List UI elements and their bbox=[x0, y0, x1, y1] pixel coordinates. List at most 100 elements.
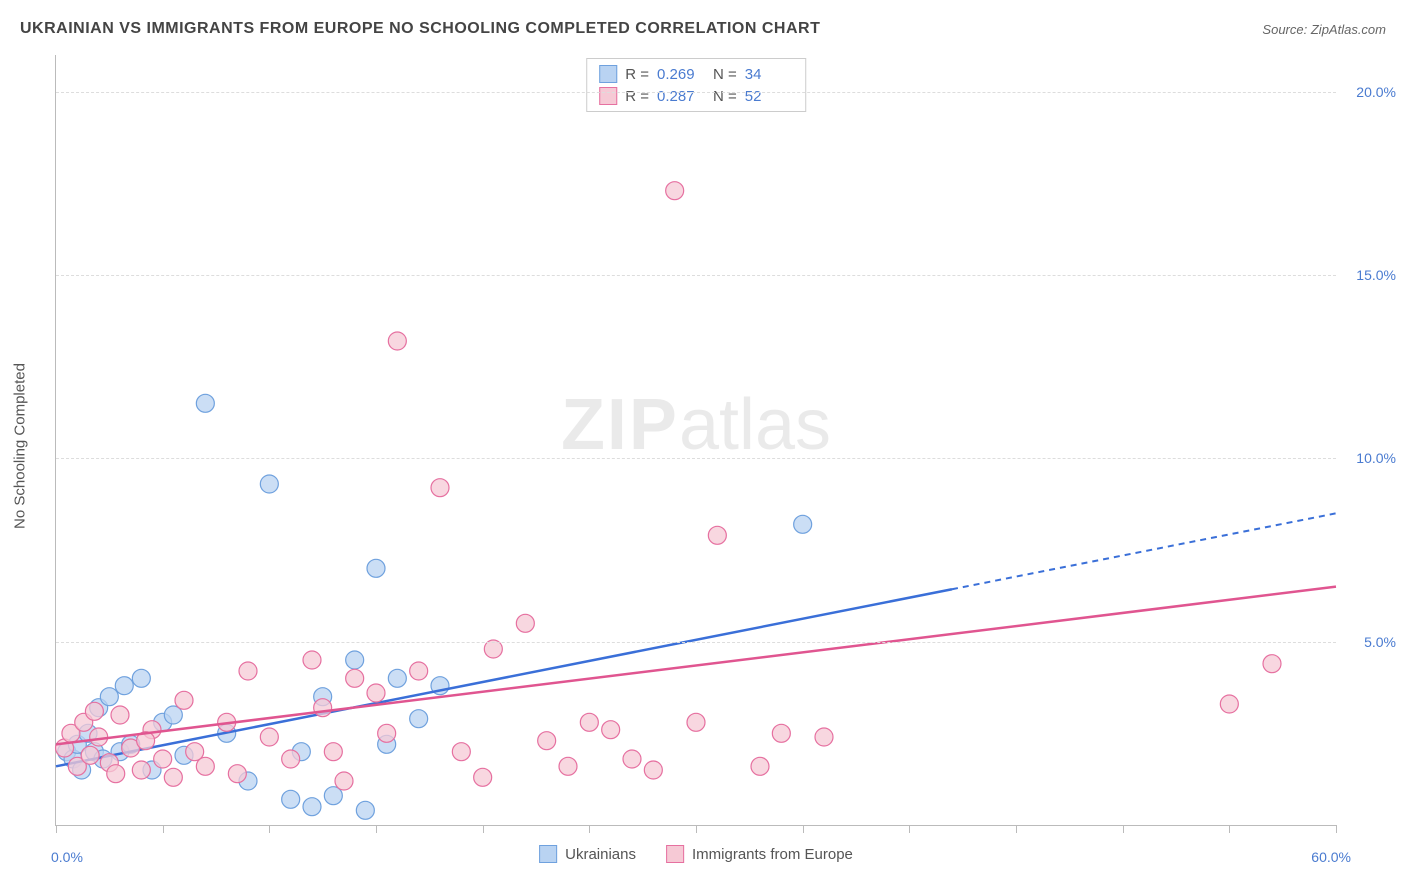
swatch-eur bbox=[599, 87, 617, 105]
scatter-point-eur bbox=[303, 651, 321, 669]
x-tick bbox=[56, 825, 57, 833]
x-tick bbox=[483, 825, 484, 833]
stats-legend: R =0.269N =34R =0.287N =52 bbox=[586, 58, 806, 112]
y-tick-label: 20.0% bbox=[1341, 84, 1396, 100]
scatter-point-eur bbox=[314, 699, 332, 717]
source-name: ZipAtlas.com bbox=[1311, 22, 1386, 37]
scatter-point-eur bbox=[346, 669, 364, 687]
scatter-point-ukr bbox=[115, 677, 133, 695]
n-label: N = bbox=[713, 66, 737, 83]
scatter-point-eur bbox=[538, 732, 556, 750]
source: Source: ZipAtlas.com bbox=[1262, 22, 1386, 37]
legend-swatch-ukr bbox=[539, 845, 557, 863]
x-max-label: 60.0% bbox=[1311, 849, 1351, 865]
scatter-point-eur bbox=[708, 526, 726, 544]
scatter-point-eur bbox=[111, 706, 129, 724]
x-tick bbox=[1016, 825, 1017, 833]
scatter-point-eur bbox=[335, 772, 353, 790]
gridline bbox=[56, 92, 1336, 93]
y-tick-label: 5.0% bbox=[1341, 634, 1396, 650]
scatter-point-eur bbox=[772, 724, 790, 742]
scatter-point-eur bbox=[196, 757, 214, 775]
scatter-point-ukr bbox=[282, 790, 300, 808]
scatter-point-eur bbox=[559, 757, 577, 775]
scatter-point-eur bbox=[484, 640, 502, 658]
legend-label-ukr: Ukrainians bbox=[565, 846, 636, 863]
scatter-point-eur bbox=[132, 761, 150, 779]
scatter-point-eur bbox=[452, 743, 470, 761]
scatter-point-eur bbox=[410, 662, 428, 680]
gridline bbox=[56, 642, 1336, 643]
scatter-point-eur bbox=[239, 662, 257, 680]
trend-line-dashed-ukr bbox=[952, 513, 1336, 589]
title-bar: UKRAINIAN VS IMMIGRANTS FROM EUROPE NO S… bbox=[20, 20, 1386, 38]
scatter-point-ukr bbox=[260, 475, 278, 493]
x-tick bbox=[803, 825, 804, 833]
scatter-point-eur bbox=[516, 614, 534, 632]
r-value-ukr: 0.269 bbox=[657, 66, 705, 83]
x-tick bbox=[163, 825, 164, 833]
bottom-legend: Ukrainians Immigrants from Europe bbox=[539, 845, 853, 863]
scatter-point-eur bbox=[431, 479, 449, 497]
y-tick-label: 15.0% bbox=[1341, 267, 1396, 283]
scatter-point-eur bbox=[751, 757, 769, 775]
x-tick bbox=[589, 825, 590, 833]
scatter-point-eur bbox=[164, 768, 182, 786]
scatter-point-eur bbox=[666, 182, 684, 200]
scatter-point-ukr bbox=[794, 515, 812, 533]
gridline bbox=[56, 458, 1336, 459]
scatter-point-eur bbox=[815, 728, 833, 746]
scatter-point-ukr bbox=[367, 559, 385, 577]
r-value-eur: 0.287 bbox=[657, 88, 705, 105]
scatter-point-eur bbox=[260, 728, 278, 746]
scatter-point-eur bbox=[1263, 655, 1281, 673]
scatter-point-eur bbox=[81, 746, 99, 764]
x-min-label: 0.0% bbox=[51, 849, 83, 865]
scatter-point-eur bbox=[85, 702, 103, 720]
x-tick bbox=[1229, 825, 1230, 833]
scatter-point-eur bbox=[107, 765, 125, 783]
scatter-point-ukr bbox=[410, 710, 428, 728]
stats-row-eur: R =0.287N =52 bbox=[599, 85, 793, 107]
n-value-eur: 52 bbox=[745, 88, 793, 105]
x-tick bbox=[1123, 825, 1124, 833]
r-label: R = bbox=[625, 66, 649, 83]
scatter-point-ukr bbox=[388, 669, 406, 687]
x-tick bbox=[1336, 825, 1337, 833]
scatter-point-eur bbox=[154, 750, 172, 768]
scatter-point-eur bbox=[474, 768, 492, 786]
scatter-point-eur bbox=[602, 721, 620, 739]
scatter-point-eur bbox=[687, 713, 705, 731]
scatter-point-ukr bbox=[132, 669, 150, 687]
scatter-point-eur bbox=[378, 724, 396, 742]
scatter-point-eur bbox=[90, 728, 108, 746]
swatch-ukr bbox=[599, 65, 617, 83]
scatter-point-eur bbox=[367, 684, 385, 702]
stats-row-ukr: R = 0.269 N = 34 bbox=[599, 63, 793, 85]
scatter-point-eur bbox=[282, 750, 300, 768]
legend-swatch-eur bbox=[666, 845, 684, 863]
x-tick bbox=[909, 825, 910, 833]
scatter-point-eur bbox=[228, 765, 246, 783]
scatter-point-eur bbox=[388, 332, 406, 350]
gridline bbox=[56, 275, 1336, 276]
scatter-point-eur bbox=[175, 691, 193, 709]
legend-item-eur: Immigrants from Europe bbox=[666, 845, 853, 863]
x-tick bbox=[696, 825, 697, 833]
source-label: Source: bbox=[1262, 22, 1307, 37]
chart-title: UKRAINIAN VS IMMIGRANTS FROM EUROPE NO S… bbox=[20, 20, 820, 38]
scatter-point-eur bbox=[644, 761, 662, 779]
scatter-point-ukr bbox=[100, 688, 118, 706]
legend-label-eur: Immigrants from Europe bbox=[692, 846, 853, 863]
scatter-point-eur bbox=[623, 750, 641, 768]
r-label: R = bbox=[625, 88, 649, 105]
x-tick bbox=[269, 825, 270, 833]
plot-area: ZIPatlas R =0.269N =34R =0.287N =52 Ukra… bbox=[55, 55, 1336, 826]
scatter-point-eur bbox=[1220, 695, 1238, 713]
scatter-point-ukr bbox=[356, 801, 374, 819]
y-tick-label: 10.0% bbox=[1341, 450, 1396, 466]
n-value-ukr: 34 bbox=[745, 66, 793, 83]
y-axis-title: No Schooling Completed bbox=[12, 363, 29, 529]
scatter-point-eur bbox=[324, 743, 342, 761]
scatter-svg bbox=[56, 55, 1336, 825]
